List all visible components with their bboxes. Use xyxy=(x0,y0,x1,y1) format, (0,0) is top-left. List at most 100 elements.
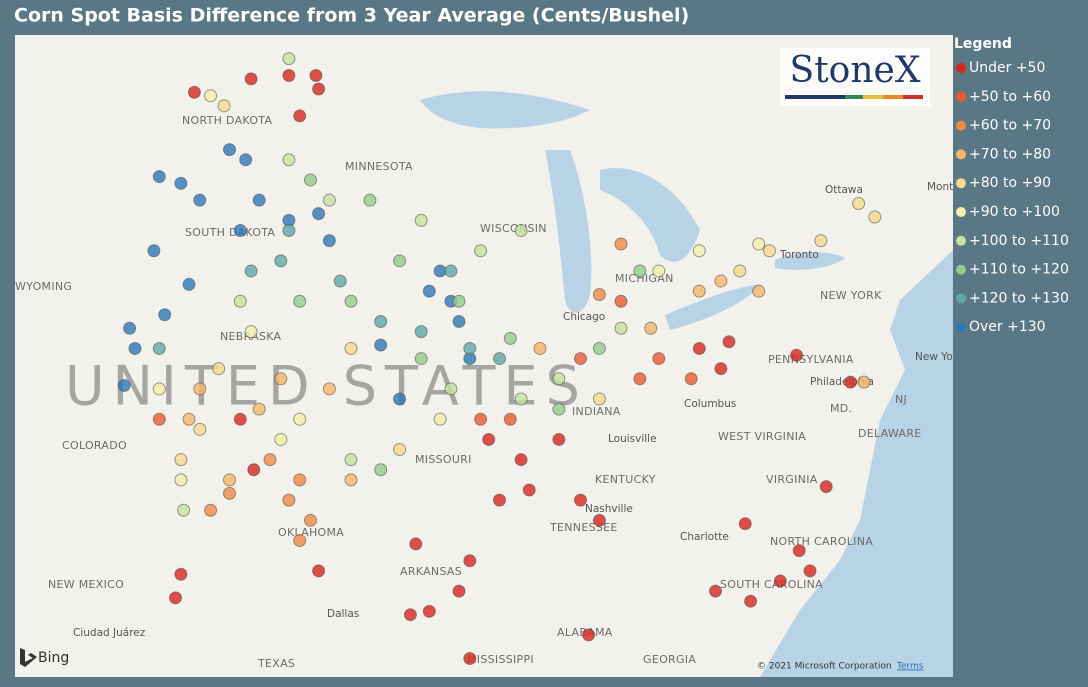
map-labels: NORTH DAKOTA MINNESOTA SOUTH DAKOTA WISC… xyxy=(15,114,953,670)
legend-swatch xyxy=(956,63,966,73)
lake-ontario xyxy=(775,252,845,270)
data-point xyxy=(174,567,188,581)
data-point xyxy=(614,321,628,335)
state-label: SOUTH DAKOTA xyxy=(185,226,275,239)
data-point xyxy=(463,651,477,665)
data-point xyxy=(422,284,436,298)
data-point xyxy=(722,335,736,349)
data-point xyxy=(744,594,758,608)
data-point xyxy=(522,483,536,497)
data-point xyxy=(152,412,166,426)
city-label: Charlotte xyxy=(680,531,729,543)
state-label: NJ xyxy=(895,393,907,406)
state-label: OKLAHOMA xyxy=(278,526,344,539)
data-point xyxy=(193,422,207,436)
state-label: MINNESOTA xyxy=(345,160,413,173)
map: UNITED STATES NORTH DAKOTA MINNESOTA SOU… xyxy=(15,35,953,677)
legend-label: Over +130 xyxy=(969,319,1046,335)
data-point xyxy=(444,264,458,278)
data-point xyxy=(773,574,787,588)
data-point xyxy=(414,325,428,339)
data-point xyxy=(293,473,307,487)
city-label: Nashville xyxy=(585,503,633,515)
state-label: INDIANA xyxy=(572,405,621,418)
data-point xyxy=(692,244,706,258)
state-label: TEXAS xyxy=(257,657,295,670)
logo-bar xyxy=(863,95,883,99)
data-point xyxy=(274,372,288,386)
terms-link[interactable]: Terms xyxy=(896,662,924,672)
data-point xyxy=(344,341,358,355)
legend-swatch xyxy=(956,322,966,333)
data-point xyxy=(709,584,722,598)
state-label: NORTH CAROLINA xyxy=(770,535,873,548)
data-point xyxy=(322,382,336,396)
data-point xyxy=(503,331,517,345)
data-point xyxy=(282,493,296,507)
data-point xyxy=(322,193,336,207)
data-point xyxy=(790,348,803,362)
data-point xyxy=(247,463,261,477)
data-point xyxy=(233,412,247,426)
legend-label: +70 to +80 xyxy=(969,146,1051,162)
data-point xyxy=(282,153,296,167)
legend-label: +80 to +90 xyxy=(969,175,1051,191)
data-point xyxy=(212,362,226,376)
data-point xyxy=(414,352,428,366)
bing-logo: Bing xyxy=(38,650,69,666)
data-point xyxy=(592,288,606,302)
bing-mark xyxy=(20,648,37,667)
state-label: MISSOURI xyxy=(415,453,472,466)
state-label: WEST VIRGINIA xyxy=(718,430,806,443)
city-label: Dallas xyxy=(327,608,359,620)
legend-label: +110 to +120 xyxy=(969,262,1069,278)
legend-label: +50 to +60 xyxy=(969,89,1051,105)
legend-swatch xyxy=(956,178,966,189)
data-point xyxy=(252,193,266,207)
data-point xyxy=(123,321,137,335)
data-point xyxy=(463,341,477,355)
data-point xyxy=(393,392,407,406)
data-point xyxy=(452,294,466,308)
legend-title: Legend xyxy=(954,36,1012,52)
data-point xyxy=(128,341,142,355)
legend-label: +60 to +70 xyxy=(969,118,1051,134)
legend-swatch xyxy=(956,235,966,246)
data-point xyxy=(493,352,506,366)
data-point xyxy=(652,352,666,366)
data-point xyxy=(474,412,488,426)
data-point xyxy=(552,372,566,386)
state-label: WISCONSIN xyxy=(480,222,547,235)
data-point xyxy=(644,321,658,335)
data-point xyxy=(692,341,706,355)
data-point xyxy=(293,534,307,548)
legend-swatch xyxy=(956,264,966,275)
legend: Under +50 +50 to +60 +60 to +70 +70 to +80 +… xyxy=(956,60,1069,335)
legend-swatch xyxy=(956,91,966,102)
data-point xyxy=(174,176,188,190)
data-point xyxy=(493,493,506,507)
data-point xyxy=(814,234,828,248)
data-point xyxy=(252,402,266,416)
logo-bar xyxy=(903,95,923,99)
data-point xyxy=(182,277,196,291)
data-point xyxy=(282,224,296,238)
data-point xyxy=(182,412,196,426)
state-label: MISSISSIPPI xyxy=(467,653,534,666)
data-point xyxy=(514,392,528,406)
ocean xyxy=(760,250,953,677)
data-point xyxy=(158,308,172,322)
data-point xyxy=(152,382,166,396)
state-label: MD. xyxy=(830,402,852,415)
data-point xyxy=(738,517,752,531)
data-point xyxy=(233,224,247,238)
city-label: Chicago xyxy=(563,311,605,323)
city-label: Philadelphia xyxy=(810,376,874,388)
data-point xyxy=(344,453,358,467)
data-point xyxy=(374,463,388,477)
data-point xyxy=(393,254,407,268)
data-point xyxy=(374,338,388,352)
title: Corn Spot Basis Difference from 3 Year A… xyxy=(14,5,689,27)
data-point xyxy=(592,513,606,527)
